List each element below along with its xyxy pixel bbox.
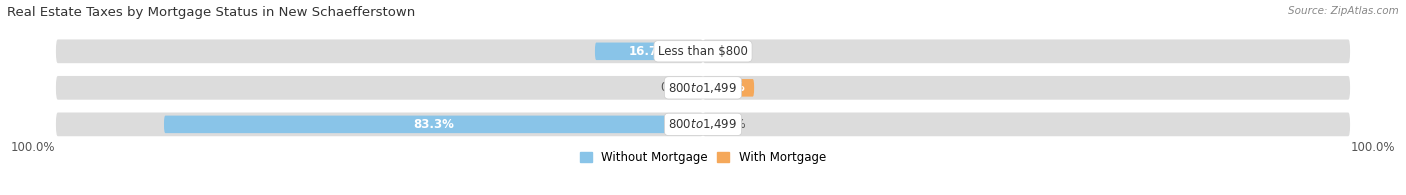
Text: 100.0%: 100.0%: [11, 141, 55, 153]
Text: 16.7%: 16.7%: [628, 45, 669, 58]
Text: 0.0%: 0.0%: [716, 118, 745, 131]
Text: Real Estate Taxes by Mortgage Status in New Schaefferstown: Real Estate Taxes by Mortgage Status in …: [7, 6, 415, 19]
FancyBboxPatch shape: [703, 113, 1350, 136]
FancyBboxPatch shape: [703, 79, 754, 97]
FancyBboxPatch shape: [683, 79, 703, 97]
FancyBboxPatch shape: [703, 39, 1350, 63]
Text: 100.0%: 100.0%: [1351, 141, 1395, 153]
Text: 0.0%: 0.0%: [661, 81, 690, 94]
FancyBboxPatch shape: [165, 116, 703, 133]
Text: 7.9%: 7.9%: [713, 81, 745, 94]
Text: $800 to $1,499: $800 to $1,499: [668, 81, 738, 95]
FancyBboxPatch shape: [56, 113, 703, 136]
FancyBboxPatch shape: [703, 43, 723, 60]
Text: Source: ZipAtlas.com: Source: ZipAtlas.com: [1288, 6, 1399, 16]
Text: 0.0%: 0.0%: [716, 45, 745, 58]
FancyBboxPatch shape: [703, 116, 723, 133]
FancyBboxPatch shape: [595, 43, 703, 60]
Text: $800 to $1,499: $800 to $1,499: [668, 117, 738, 131]
Text: 83.3%: 83.3%: [413, 118, 454, 131]
FancyBboxPatch shape: [703, 76, 1350, 100]
Legend: Without Mortgage, With Mortgage: Without Mortgage, With Mortgage: [575, 146, 831, 169]
FancyBboxPatch shape: [56, 39, 703, 63]
FancyBboxPatch shape: [56, 76, 703, 100]
Text: Less than $800: Less than $800: [658, 45, 748, 58]
